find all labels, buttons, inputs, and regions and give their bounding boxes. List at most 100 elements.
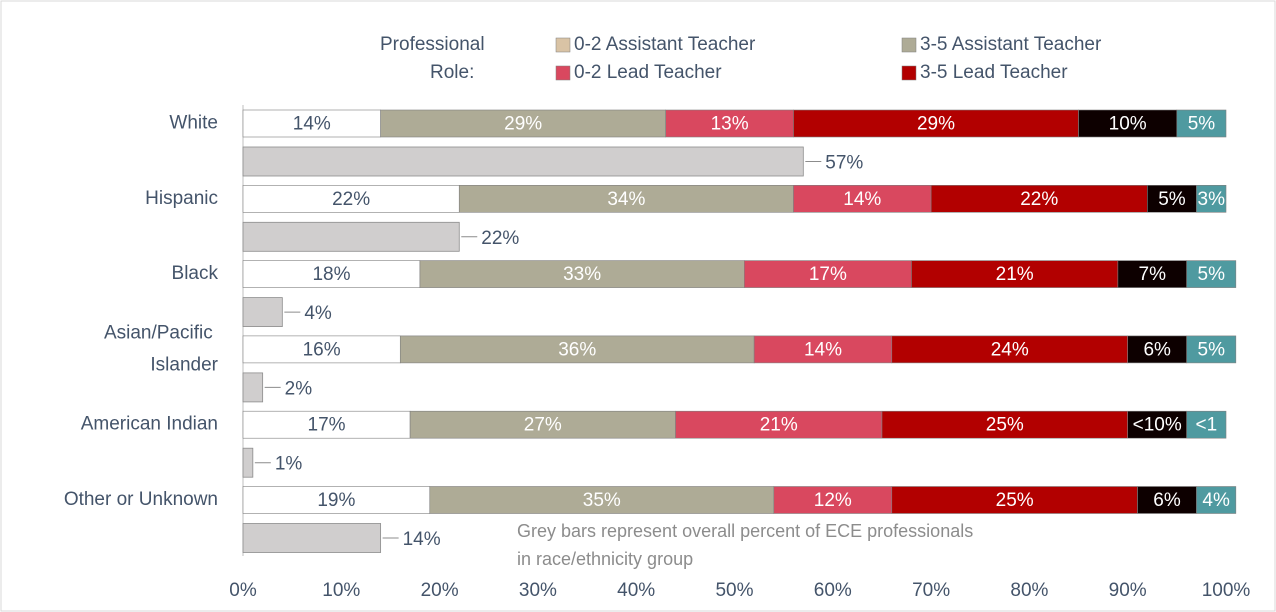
category-label: Hispanic	[145, 188, 218, 209]
bar-segment	[1176, 109, 1227, 138]
data-label: 29%	[504, 114, 542, 135]
annotation-box	[496, 516, 1096, 574]
legend-title-line: Professional	[380, 34, 490, 55]
data-label: 14%	[843, 189, 881, 210]
bar-segment	[1078, 109, 1178, 138]
overall-bar	[242, 297, 283, 328]
bar-segment	[380, 109, 666, 138]
bar-segment	[399, 335, 755, 364]
legend-title-line: Role:	[430, 62, 474, 83]
overall-label: 2%	[285, 378, 313, 399]
data-label: 19%	[317, 490, 355, 511]
category-label-line: Asian/Pacific	[104, 322, 218, 343]
overall-bar	[242, 523, 382, 553]
data-label: 21%	[996, 264, 1034, 285]
bar-segment	[1186, 335, 1237, 364]
annotation-line: Grey bars represent overall percent of E…	[517, 521, 978, 541]
data-label: 24%	[991, 339, 1029, 360]
category-label: American Indian	[81, 414, 218, 435]
legend-swatch	[901, 65, 917, 81]
bar-segment	[242, 109, 381, 138]
x-tick-label: 90%	[1109, 580, 1147, 601]
data-label: 17%	[809, 264, 847, 285]
data-label: 22%	[332, 189, 370, 210]
data-label: 16%	[303, 339, 341, 360]
data-label: <10%	[1133, 415, 1182, 436]
bar-segment	[458, 185, 794, 213]
bar-segment	[793, 185, 932, 213]
overall-label: 14%	[403, 529, 441, 550]
data-label: 18%	[312, 264, 350, 285]
bar-segment	[1137, 486, 1197, 514]
bar-segment	[665, 109, 794, 138]
bar-segment	[242, 335, 401, 364]
data-label: 5%	[1188, 114, 1216, 135]
data-label: 5%	[1158, 189, 1186, 210]
data-label: 14%	[804, 339, 842, 360]
bar-segment	[1196, 185, 1227, 213]
bar-segment	[429, 486, 775, 514]
bar-segment	[1186, 410, 1227, 439]
x-tick-label: 40%	[617, 580, 655, 601]
overall-bar	[242, 146, 804, 177]
overall-label: 4%	[304, 303, 332, 324]
bar-segment	[675, 410, 883, 439]
data-label: 25%	[986, 415, 1024, 436]
data-label: 22%	[1020, 189, 1058, 210]
data-label: 5%	[1198, 264, 1226, 285]
data-label: 7%	[1139, 264, 1167, 285]
data-label: 14%	[293, 114, 331, 135]
bar-segment	[744, 260, 912, 288]
annotation: Grey bars represent overall percent of E…	[517, 521, 978, 569]
data-label: 33%	[563, 264, 601, 285]
data-label: 6%	[1153, 490, 1181, 511]
data-label: 25%	[996, 490, 1034, 511]
annotation-line: in race/ethnicity group	[517, 549, 693, 569]
data-label: 3%	[1198, 189, 1226, 210]
overall-label: 22%	[481, 228, 519, 249]
category-label: Black	[172, 263, 219, 284]
bar-segment	[242, 260, 421, 288]
x-tick-label: 0%	[229, 580, 257, 601]
data-label: <1	[1196, 415, 1218, 436]
legend-swatch	[555, 37, 571, 53]
data-label: 36%	[558, 339, 596, 360]
data-label: 10%	[1109, 114, 1147, 135]
overall-label: 1%	[275, 454, 303, 475]
data-label: 34%	[607, 189, 645, 210]
category-label: Other or Unknown	[64, 489, 218, 510]
bar-segment	[793, 109, 1079, 138]
legend-label: 0-2 Assistant Teacher	[574, 34, 756, 55]
data-label: 17%	[308, 415, 346, 436]
data-label: 6%	[1143, 339, 1171, 360]
data-label: 27%	[524, 415, 562, 436]
bar-segment	[1186, 260, 1237, 288]
x-tick-label: 50%	[715, 580, 753, 601]
x-tick-label: 80%	[1010, 580, 1048, 601]
x-tick-label: 70%	[912, 580, 950, 601]
category-label: Asian/Pacific Islander	[104, 322, 219, 375]
x-tick-label: 20%	[421, 580, 459, 601]
data-label: 35%	[583, 490, 621, 511]
bar-segment	[409, 410, 676, 439]
legend-title: Professional Role:	[380, 34, 490, 83]
bar-segment	[419, 260, 745, 288]
data-label: 21%	[760, 415, 798, 436]
legend-swatch	[555, 65, 571, 81]
data-label: 4%	[1202, 490, 1230, 511]
bar-segment	[1127, 335, 1187, 364]
overall-bar	[242, 447, 254, 478]
legend-label: 3-5 Lead Teacher	[920, 62, 1068, 83]
category-label: White	[169, 113, 218, 134]
bar-segment	[891, 486, 1138, 514]
data-label: 13%	[711, 114, 749, 135]
bar-segment	[1147, 185, 1197, 213]
x-tick-label: 30%	[519, 580, 557, 601]
legend-label: 0-2 Lead Teacher	[574, 62, 722, 83]
bar-segment	[881, 410, 1129, 439]
legend-label: 3-5 Assistant Teacher	[920, 34, 1102, 55]
x-tick-label: 60%	[814, 580, 852, 601]
overall-bar	[242, 372, 264, 403]
bar-segment	[753, 335, 893, 364]
